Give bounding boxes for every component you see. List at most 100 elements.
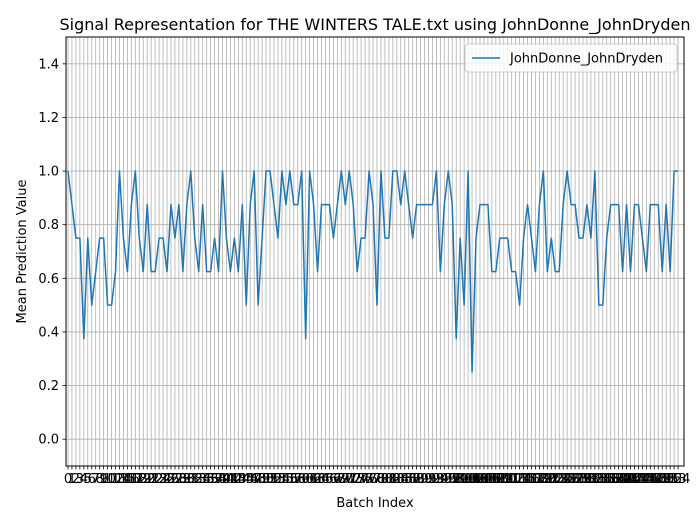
x-tick-label: 26: [163, 472, 180, 487]
x-tick-label: 51: [262, 472, 279, 487]
x-tick-label: 39: [214, 472, 231, 487]
x-tick-label: 118: [523, 472, 548, 487]
y-tick-label: 1.4: [38, 57, 59, 72]
x-tick-label: 57: [286, 472, 303, 487]
x-tick-label: 151: [654, 472, 679, 487]
x-tick-label: 74: [353, 472, 370, 487]
x-tick-label: 141: [614, 472, 639, 487]
x-tick-label: 111: [495, 472, 520, 487]
x-tick-label: 105: [472, 472, 497, 487]
x-tick-label: 8: [96, 472, 104, 487]
y-axis-ticks: 0.0 0.2 0.4 0.6 0.8 1.0 1.2 1.4: [38, 57, 66, 448]
x-tick-label: 67: [325, 472, 342, 487]
x-tick-label: 71: [341, 472, 358, 487]
x-tick-label: 46: [242, 472, 259, 487]
x-tick-label: 33: [190, 472, 207, 487]
x-tick-label: 43: [230, 472, 247, 487]
x-tick-label: 73: [349, 472, 366, 487]
x-tick-label: 32: [186, 472, 203, 487]
x-tick-label: 80: [377, 472, 394, 487]
x-tick-label: 104: [468, 472, 493, 487]
x-tick-label: 13: [111, 472, 128, 487]
x-tick-label: 94: [432, 472, 449, 487]
x-tick-label: 66: [321, 472, 338, 487]
x-tick-label: 3: [76, 472, 84, 487]
x-tick-label: 146: [634, 472, 659, 487]
x-tick-label: 40: [218, 472, 235, 487]
x-tick-label: 122: [539, 472, 564, 487]
x-tick-label: 93: [428, 472, 445, 487]
x-tick-label: 25: [159, 472, 176, 487]
x-tick-label: 42: [226, 472, 243, 487]
x-tick-label: 50: [258, 472, 275, 487]
chart-title: Signal Representation for THE WINTERS TA…: [60, 15, 691, 35]
x-tick-label: 100: [452, 472, 477, 487]
x-tick-label: 131: [575, 472, 600, 487]
x-tick-label: 143: [622, 472, 647, 487]
x-tick-label: 84: [392, 472, 409, 487]
x-tick-label: 62: [305, 472, 322, 487]
x-tick-label: 121: [535, 472, 560, 487]
x-tick-label: 136: [594, 472, 619, 487]
x-tick-label: 53: [270, 472, 287, 487]
y-tick-label: 0.4: [38, 325, 59, 340]
legend: JohnDonne_JohnDryden: [464, 43, 678, 73]
x-tick-label: 61: [301, 472, 318, 487]
x-tick-label: 29: [175, 472, 192, 487]
x-tick-label: 31: [183, 472, 200, 487]
x-tick-label: 44: [234, 472, 251, 487]
x-tick-label: 113: [503, 472, 528, 487]
x-tick-label: 108: [483, 472, 508, 487]
x-tick-label: 83: [389, 472, 406, 487]
x-tick-label: 91: [420, 472, 437, 487]
legend-label: JohnDonne_JohnDryden: [509, 52, 663, 67]
x-tick-label: 145: [630, 472, 655, 487]
x-tick-label: 77: [365, 472, 382, 487]
x-tick-label: 28: [171, 472, 188, 487]
x-tick-label: 64: [313, 472, 330, 487]
x-tick-label: 48: [250, 472, 267, 487]
x-tick-label: 154: [666, 472, 691, 487]
x-tick-label: 65: [317, 472, 334, 487]
x-tick-label: 63: [309, 472, 326, 487]
x-tick-label: 86: [400, 472, 417, 487]
x-tick-label: 101: [456, 472, 481, 487]
x-tick-label: 103: [464, 472, 489, 487]
x-tick-label: 49: [254, 472, 271, 487]
x-tick-label: 133: [582, 472, 607, 487]
x-tick-label: 95: [436, 472, 453, 487]
x-tick-label: 132: [578, 472, 603, 487]
x-tick-label: 1: [68, 472, 76, 487]
x-tick-label: 4: [80, 472, 88, 487]
x-tick-label: 142: [618, 472, 643, 487]
x-tick-label: 97: [444, 472, 461, 487]
y-tick-label: 0.6: [38, 272, 59, 287]
x-tick-label: 82: [385, 472, 402, 487]
x-tick-label: 88: [408, 472, 425, 487]
x-tick-label: 15: [119, 472, 136, 487]
x-tick-label: 18: [131, 472, 148, 487]
x-tick-label: 85: [396, 472, 413, 487]
x-tick-label: 16: [123, 472, 140, 487]
x-tick-label: 96: [440, 472, 457, 487]
x-tick-label: 152: [658, 472, 683, 487]
x-tick-label: 5: [84, 472, 92, 487]
y-tick-label: 0.2: [38, 379, 59, 394]
x-tick-label: 38: [210, 472, 227, 487]
x-tick-label: 87: [404, 472, 421, 487]
x-tick-label: 55: [278, 472, 295, 487]
x-tick-label: 130: [571, 472, 596, 487]
x-tick-label: 109: [487, 472, 512, 487]
x-tick-label: 47: [246, 472, 263, 487]
x-tick-label: 148: [642, 472, 667, 487]
x-tick-label: 150: [650, 472, 675, 487]
y-tick-label: 1.2: [38, 111, 59, 126]
x-tick-label: 110: [491, 472, 516, 487]
x-tick-label: 78: [369, 472, 386, 487]
y-tick-label: 0.8: [38, 218, 59, 233]
x-tick-label: 144: [626, 472, 651, 487]
x-tick-label: 34: [194, 472, 211, 487]
y-gridlines: [66, 63, 684, 440]
x-tick-label: 115: [511, 472, 536, 487]
